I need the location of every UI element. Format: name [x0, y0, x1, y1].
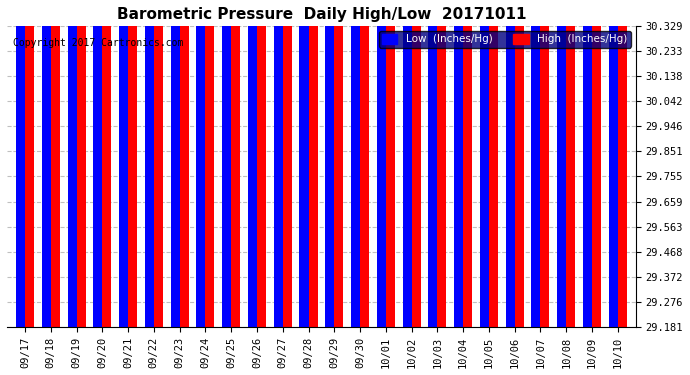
Bar [41, 0, 51, 327]
Text: Copyright 2017 Cartronics.com: Copyright 2017 Cartronics.com [13, 38, 184, 48]
Bar [231, 0, 240, 327]
Bar [51, 0, 60, 327]
Bar [386, 0, 395, 327]
Bar [351, 0, 360, 327]
Bar [170, 0, 179, 327]
Bar [360, 0, 369, 327]
Bar [402, 0, 412, 327]
Title: Barometric Pressure  Daily High/Low  20171011: Barometric Pressure Daily High/Low 20171… [117, 7, 526, 22]
Bar [206, 0, 215, 327]
Bar [299, 0, 308, 327]
Bar [334, 0, 344, 327]
Bar [618, 0, 627, 327]
Bar [93, 0, 102, 327]
Bar [412, 0, 421, 327]
Bar [16, 0, 25, 327]
Bar [274, 0, 283, 327]
Bar [609, 0, 618, 327]
Bar [248, 0, 257, 327]
Bar [257, 0, 266, 327]
Bar [222, 0, 231, 327]
Bar [145, 0, 154, 327]
Bar [592, 0, 601, 327]
Bar [68, 0, 77, 327]
Bar [325, 0, 334, 327]
Bar [197, 0, 206, 327]
Bar [489, 0, 498, 327]
Bar [128, 0, 137, 327]
Bar [428, 0, 437, 327]
Bar [454, 0, 463, 327]
Bar [583, 0, 592, 327]
Bar [77, 0, 86, 327]
Bar [566, 0, 575, 327]
Bar [480, 0, 489, 327]
Bar [179, 0, 188, 327]
Bar [25, 0, 34, 327]
Bar [558, 0, 566, 327]
Bar [308, 0, 317, 327]
Bar [515, 0, 524, 327]
Bar [102, 0, 111, 327]
Bar [437, 0, 446, 327]
Bar [506, 0, 515, 327]
Bar [540, 0, 549, 327]
Bar [283, 0, 292, 327]
Bar [154, 0, 163, 327]
Bar [463, 0, 472, 327]
Bar [531, 0, 540, 327]
Bar [377, 0, 386, 327]
Legend: Low  (Inches/Hg), High  (Inches/Hg): Low (Inches/Hg), High (Inches/Hg) [379, 31, 631, 48]
Bar [119, 0, 128, 327]
